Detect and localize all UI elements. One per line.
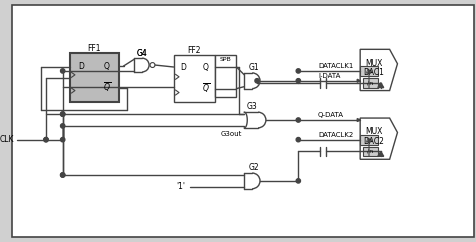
Polygon shape <box>359 49 397 91</box>
Text: /n: /n <box>366 80 372 85</box>
Text: G3: G3 <box>246 102 257 111</box>
Circle shape <box>44 137 48 142</box>
Text: Q: Q <box>104 61 109 70</box>
Circle shape <box>60 173 65 177</box>
Circle shape <box>296 118 300 122</box>
Text: /n: /n <box>365 68 371 73</box>
Text: '1': '1' <box>176 182 185 191</box>
Text: $\overline{Q}$: $\overline{Q}$ <box>103 81 110 94</box>
Circle shape <box>296 69 300 73</box>
Bar <box>362 78 377 88</box>
Polygon shape <box>357 79 359 82</box>
Bar <box>214 55 236 98</box>
Text: FF2: FF2 <box>187 46 200 55</box>
Polygon shape <box>357 119 359 121</box>
Text: G1: G1 <box>248 62 259 71</box>
Text: DATACLK1: DATACLK1 <box>317 63 353 69</box>
Polygon shape <box>377 151 383 156</box>
Text: DAC1: DAC1 <box>363 68 384 77</box>
Text: I-DATA: I-DATA <box>317 73 339 79</box>
Bar <box>359 66 377 76</box>
Text: MUX: MUX <box>365 127 382 136</box>
Circle shape <box>296 79 300 83</box>
Bar <box>362 146 377 156</box>
Circle shape <box>60 124 65 128</box>
Text: Q: Q <box>203 62 208 71</box>
Text: DAC2: DAC2 <box>363 137 384 146</box>
Bar <box>359 135 377 144</box>
Text: G4: G4 <box>137 49 147 58</box>
Text: Q-DATA: Q-DATA <box>317 112 343 118</box>
Text: DATACLK2: DATACLK2 <box>317 132 352 138</box>
Text: /n: /n <box>366 149 372 154</box>
Circle shape <box>60 173 65 177</box>
Circle shape <box>296 179 300 183</box>
Circle shape <box>296 137 300 142</box>
Text: D: D <box>180 62 186 71</box>
Circle shape <box>60 112 65 116</box>
Polygon shape <box>359 118 397 159</box>
Text: G3out: G3out <box>220 131 242 137</box>
Polygon shape <box>377 83 383 88</box>
Circle shape <box>254 79 258 83</box>
Text: G4: G4 <box>137 49 147 58</box>
Text: SPB: SPB <box>219 57 231 62</box>
Text: FF1: FF1 <box>87 44 100 53</box>
Text: CLK: CLK <box>0 135 15 144</box>
Circle shape <box>60 69 65 73</box>
Circle shape <box>60 112 65 116</box>
Text: $\overline{Q}$: $\overline{Q}$ <box>202 82 209 95</box>
Text: D: D <box>78 61 84 70</box>
Circle shape <box>60 137 65 142</box>
Bar <box>69 53 119 102</box>
Text: /n: /n <box>365 137 371 142</box>
Text: G2: G2 <box>248 163 259 172</box>
Text: MUX: MUX <box>365 59 382 68</box>
Bar <box>173 55 214 102</box>
Circle shape <box>44 137 48 142</box>
